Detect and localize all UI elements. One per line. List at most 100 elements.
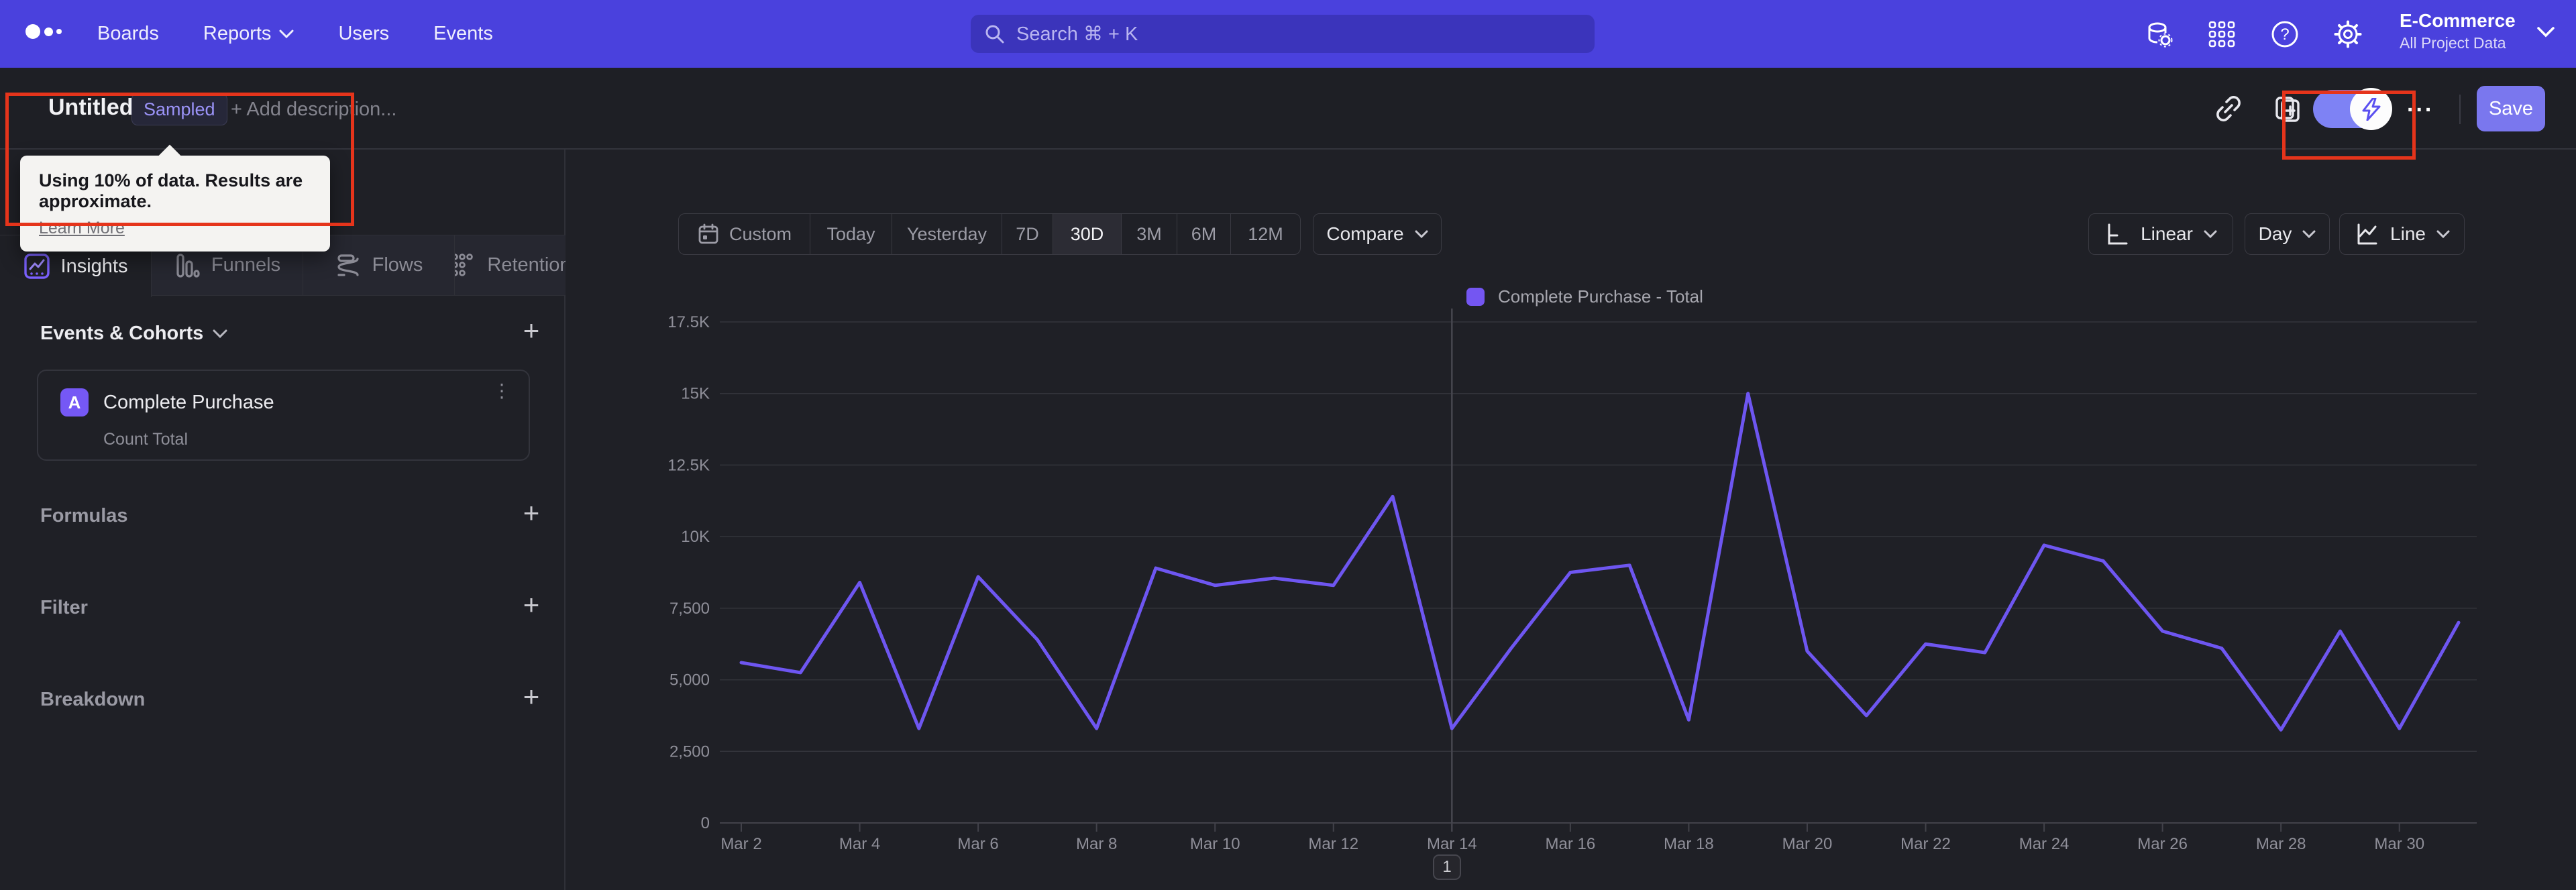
x-axis-label: Mar 12 [1308, 835, 1358, 853]
sampling-tooltip: Using 10% of data. Results are approxima… [20, 156, 330, 252]
range-button-7d[interactable]: 7D [1002, 214, 1053, 254]
line-chart-icon [2354, 221, 2379, 247]
sampled-badge[interactable]: Sampled [131, 93, 227, 125]
funnels-icon [174, 252, 201, 279]
tab-funnels[interactable]: Funnels [152, 235, 303, 295]
chart-legend[interactable]: Complete Purchase - Total [1466, 286, 1703, 307]
interval-dropdown[interactable]: Day [2245, 213, 2330, 255]
learn-more-link[interactable]: Learn More [39, 219, 125, 237]
nav-item-users[interactable]: Users [338, 23, 390, 44]
nav-menu: Boards Reports Users Events [97, 0, 493, 68]
events-cohorts-header[interactable]: Events & Cohorts [40, 323, 227, 345]
range-button-custom[interactable]: Custom [679, 214, 810, 254]
chart-type-dropdown[interactable]: Line [2339, 213, 2465, 255]
insights-icon [23, 253, 50, 280]
x-axis-label: Mar 4 [839, 835, 880, 853]
tooltip-text: Using 10% of data. Results are approxima… [39, 170, 303, 211]
pagination-page-1[interactable]: 1 [1433, 854, 1461, 880]
calendar-icon [697, 223, 720, 245]
range-button-6m[interactable]: 6M [1177, 214, 1231, 254]
chevron-down-icon [213, 329, 227, 339]
add-formula-button[interactable]: + [523, 497, 540, 529]
y-axis-label: 15K [681, 385, 710, 403]
scale-dropdown[interactable]: Linear [2088, 213, 2233, 255]
report-title[interactable]: Untitled [48, 95, 133, 120]
x-axis-label: Mar 6 [957, 835, 998, 853]
date-range-group: Custom Today Yesterday 7D 30D 3M 6M 12M [678, 213, 1301, 255]
mixpanel-logo-icon[interactable] [25, 24, 72, 44]
add-event-button[interactable]: + [523, 315, 540, 346]
event-metric[interactable]: Count Total [103, 430, 189, 449]
tab-retention[interactable]: Retention [455, 235, 566, 295]
y-axis-label: 2,500 [669, 742, 710, 761]
more-options-button[interactable]: ... [2407, 91, 2434, 117]
range-button-30d[interactable]: 30D [1053, 214, 1122, 254]
save-button[interactable]: Save [2477, 86, 2545, 131]
search-input[interactable]: Search ⌘ + K [971, 15, 1595, 53]
help-icon[interactable]: ? [2270, 19, 2300, 49]
apps-grid-icon[interactable] [2207, 19, 2237, 49]
x-axis-label: Mar 16 [1546, 835, 1596, 853]
sampling-toggle[interactable] [2313, 88, 2392, 130]
x-axis-label: Mar 30 [2374, 835, 2424, 853]
tab-label: Funnels [211, 254, 281, 276]
chart-line [739, 392, 2461, 732]
nav-item-reports[interactable]: Reports [203, 23, 294, 45]
x-axis-label: Mar 26 [2137, 835, 2188, 853]
lightning-bolt-icon [2362, 97, 2380, 121]
range-button-3m[interactable]: 3M [1122, 214, 1177, 254]
flows-icon [335, 252, 362, 279]
add-breakdown-button[interactable]: + [523, 681, 540, 712]
nav-item-events[interactable]: Events [433, 23, 493, 44]
x-axis-label: Mar 10 [1190, 835, 1240, 853]
divider [2459, 95, 2461, 124]
data-management-icon[interactable] [2144, 19, 2174, 49]
toggle-knob [2350, 88, 2392, 130]
y-axis-label: 5,000 [669, 671, 710, 689]
range-button-today[interactable]: Today [810, 214, 892, 254]
x-axis-label: Mar 20 [1782, 835, 1833, 853]
settings-gear-icon[interactable] [2333, 19, 2363, 49]
y-axis-label: 0 [701, 814, 710, 832]
nav-item-boards[interactable]: Boards [97, 23, 159, 44]
add-filter-button[interactable]: + [523, 589, 540, 620]
copy-link-icon[interactable] [2211, 91, 2246, 126]
legend-label: Complete Purchase - Total [1498, 286, 1703, 307]
chevron-down-icon [2204, 230, 2217, 239]
project-name: E-Commerce [2400, 10, 2516, 31]
x-axis-label: Mar 22 [1900, 835, 1951, 853]
chevron-down-icon [2436, 230, 2450, 239]
x-axis-label: Mar 28 [2256, 835, 2306, 853]
breakdown-section-label: Breakdown [40, 689, 146, 710]
top-nav-bar: Boards Reports Users Events Search ⌘ + K… [0, 0, 2576, 68]
compare-dropdown[interactable]: Compare [1313, 213, 1442, 255]
chevron-down-icon [1415, 230, 1428, 239]
x-axis-label: Mar 2 [720, 835, 761, 853]
x-axis-label: Mar 8 [1076, 835, 1117, 853]
event-letter-badge: A [60, 388, 89, 416]
tab-flows[interactable]: Flows [303, 235, 455, 295]
x-axis-label: Mar 24 [2019, 835, 2070, 853]
search-icon [984, 23, 1006, 45]
tab-label: Insights [60, 255, 128, 277]
event-name[interactable]: Complete Purchase [103, 392, 274, 413]
kebab-menu-icon[interactable]: ⋮ [492, 380, 511, 401]
range-button-12m[interactable]: 12M [1248, 223, 1283, 244]
chevron-down-icon [2537, 27, 2555, 38]
add-description-field[interactable]: + Add description... [231, 99, 397, 120]
chevron-down-icon [2302, 230, 2316, 239]
range-button-yesterday[interactable]: Yesterday [892, 214, 1002, 254]
x-axis-label: Mar 18 [1664, 835, 1714, 853]
report-title-bar: Untitled Sampled + Add description... ..… [0, 68, 2576, 150]
event-row[interactable]: A Complete Purchase ⋮ Count Total [37, 370, 530, 461]
y-axis-label: 7,500 [669, 600, 710, 618]
nav-right-icons: ? [2144, 0, 2363, 68]
chevron-down-icon [279, 30, 294, 39]
y-axis-label: 12.5K [667, 456, 710, 474]
search-placeholder: Search ⌘ + K [1016, 23, 1138, 45]
x-axis-label: Mar 14 [1427, 835, 1477, 853]
add-to-board-icon[interactable] [2270, 91, 2305, 126]
project-selector[interactable]: E-Commerce All Project Data [2400, 10, 2516, 52]
retention-icon [455, 252, 476, 279]
query-builder-sidebar: Insights Funnels Flows Retention Events … [0, 150, 566, 890]
